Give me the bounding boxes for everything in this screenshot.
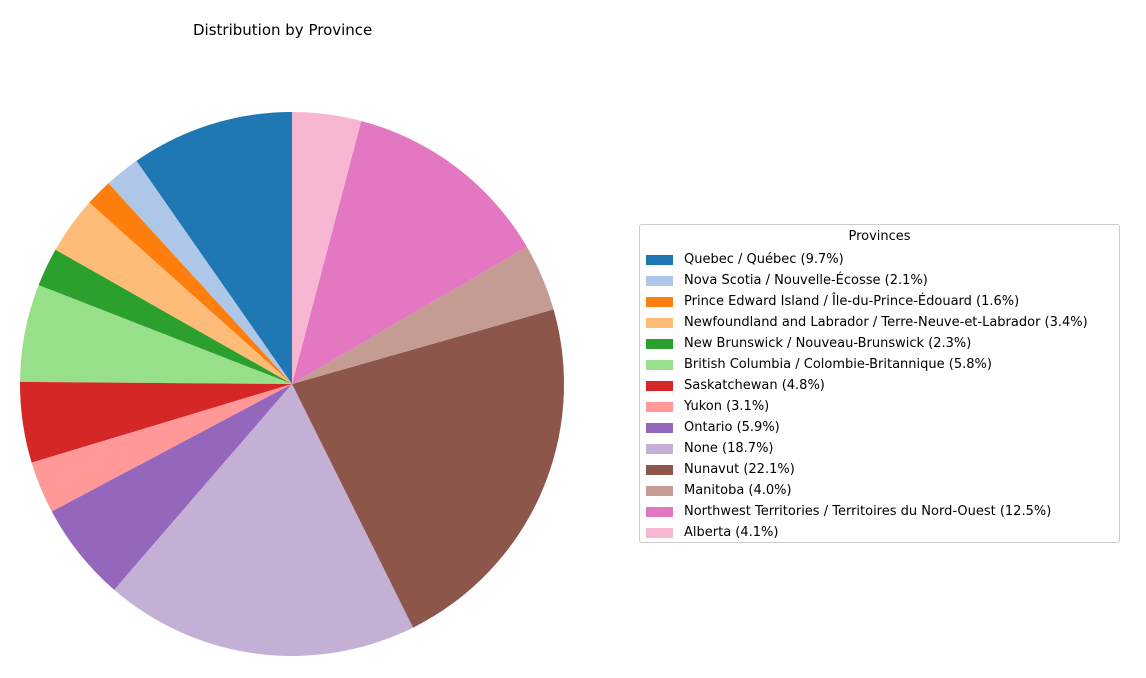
legend-label: Nova Scotia / Nouvelle-Écosse (2.1%) <box>684 273 928 288</box>
pie-slice-0 <box>136 112 292 384</box>
legend-swatch <box>646 380 673 391</box>
legend-swatch <box>646 296 673 307</box>
legend-label: Nunavut (22.1%) <box>684 462 795 477</box>
legend-swatch <box>646 254 673 265</box>
pie-slice-12 <box>292 120 527 384</box>
legend-swatch <box>646 338 673 349</box>
legend-label: Ontario (5.9%) <box>684 420 780 435</box>
legend-item-4: New Brunswick / Nouveau-Brunswick (2.3%) <box>646 333 1119 354</box>
legend-swatch <box>646 422 673 433</box>
legend-item-6: Saskatchewan (4.8%) <box>646 375 1119 396</box>
legend-swatch <box>646 401 673 412</box>
legend-item-0: Quebec / Québec (9.7%) <box>646 249 1119 270</box>
legend-item-7: Yukon (3.1%) <box>646 396 1119 417</box>
legend-label: Newfoundland and Labrador / Terre-Neuve-… <box>684 315 1088 330</box>
legend-item-13: Alberta (4.1%) <box>646 522 1119 543</box>
legend-item-11: Manitoba (4.0%) <box>646 480 1119 501</box>
legend-swatch <box>646 359 673 370</box>
legend-label: British Columbia / Colombie-Britannique … <box>684 357 992 372</box>
pie-slice-13 <box>292 112 362 384</box>
pie-slices-group <box>19 112 564 656</box>
legend-label: Saskatchewan (4.8%) <box>684 378 825 393</box>
legend-swatch <box>646 275 673 286</box>
legend-label: Prince Edward Island / Île-du-Prince-Édo… <box>684 294 1020 309</box>
legend-label: New Brunswick / Nouveau-Brunswick (2.3%) <box>684 336 972 351</box>
legend-item-5: British Columbia / Colombie-Britannique … <box>646 354 1119 375</box>
pie-slice-11 <box>292 246 554 384</box>
legend-title: Provinces <box>848 229 911 244</box>
legend-label: Alberta (4.1%) <box>684 525 779 540</box>
pie-slice-1 <box>108 160 292 384</box>
legend-swatch <box>646 506 673 517</box>
legend-item-8: Ontario (5.9%) <box>646 417 1119 438</box>
legend-swatch <box>646 485 673 496</box>
pie-slice-8 <box>51 384 293 590</box>
legend-item-1: Nova Scotia / Nouvelle-Écosse (2.1%) <box>646 270 1119 291</box>
legend-swatch <box>646 443 673 454</box>
legend: Provinces Quebec / Québec (9.7%) Nova Sco… <box>639 224 1120 543</box>
legend-item-2: Prince Edward Island / Île-du-Prince-Édo… <box>646 291 1119 312</box>
legend-item-3: Newfoundland and Labrador / Terre-Neuve-… <box>646 312 1119 333</box>
legend-swatch <box>646 317 673 328</box>
legend-swatch <box>646 464 673 475</box>
pie-slice-9 <box>114 384 414 656</box>
pie-slice-2 <box>89 183 292 384</box>
legend-item-9: None (18.7%) <box>646 438 1119 459</box>
legend-label: Quebec / Québec (9.7%) <box>684 252 844 267</box>
legend-items: Quebec / Québec (9.7%) Nova Scotia / Nouv… <box>646 249 1119 543</box>
pie-slice-7 <box>31 384 292 512</box>
legend-item-10: Nunavut (22.1%) <box>646 459 1119 480</box>
chart-title: Distribution by Province <box>193 21 373 39</box>
legend-label: None (18.7%) <box>684 441 774 456</box>
pie-slice-10 <box>292 309 564 628</box>
legend-label: Northwest Territories / Territoires du N… <box>684 504 1052 519</box>
pie-slice-5 <box>20 285 293 384</box>
pie-slice-6 <box>19 381 292 463</box>
legend-label: Yukon (3.1%) <box>684 399 770 414</box>
pie-slice-3 <box>55 202 292 384</box>
legend-label: Manitoba (4.0%) <box>684 483 792 498</box>
legend-swatch <box>646 527 673 538</box>
pie-slice-4 <box>38 249 292 384</box>
legend-item-12: Northwest Territories / Territoires du N… <box>646 501 1119 522</box>
